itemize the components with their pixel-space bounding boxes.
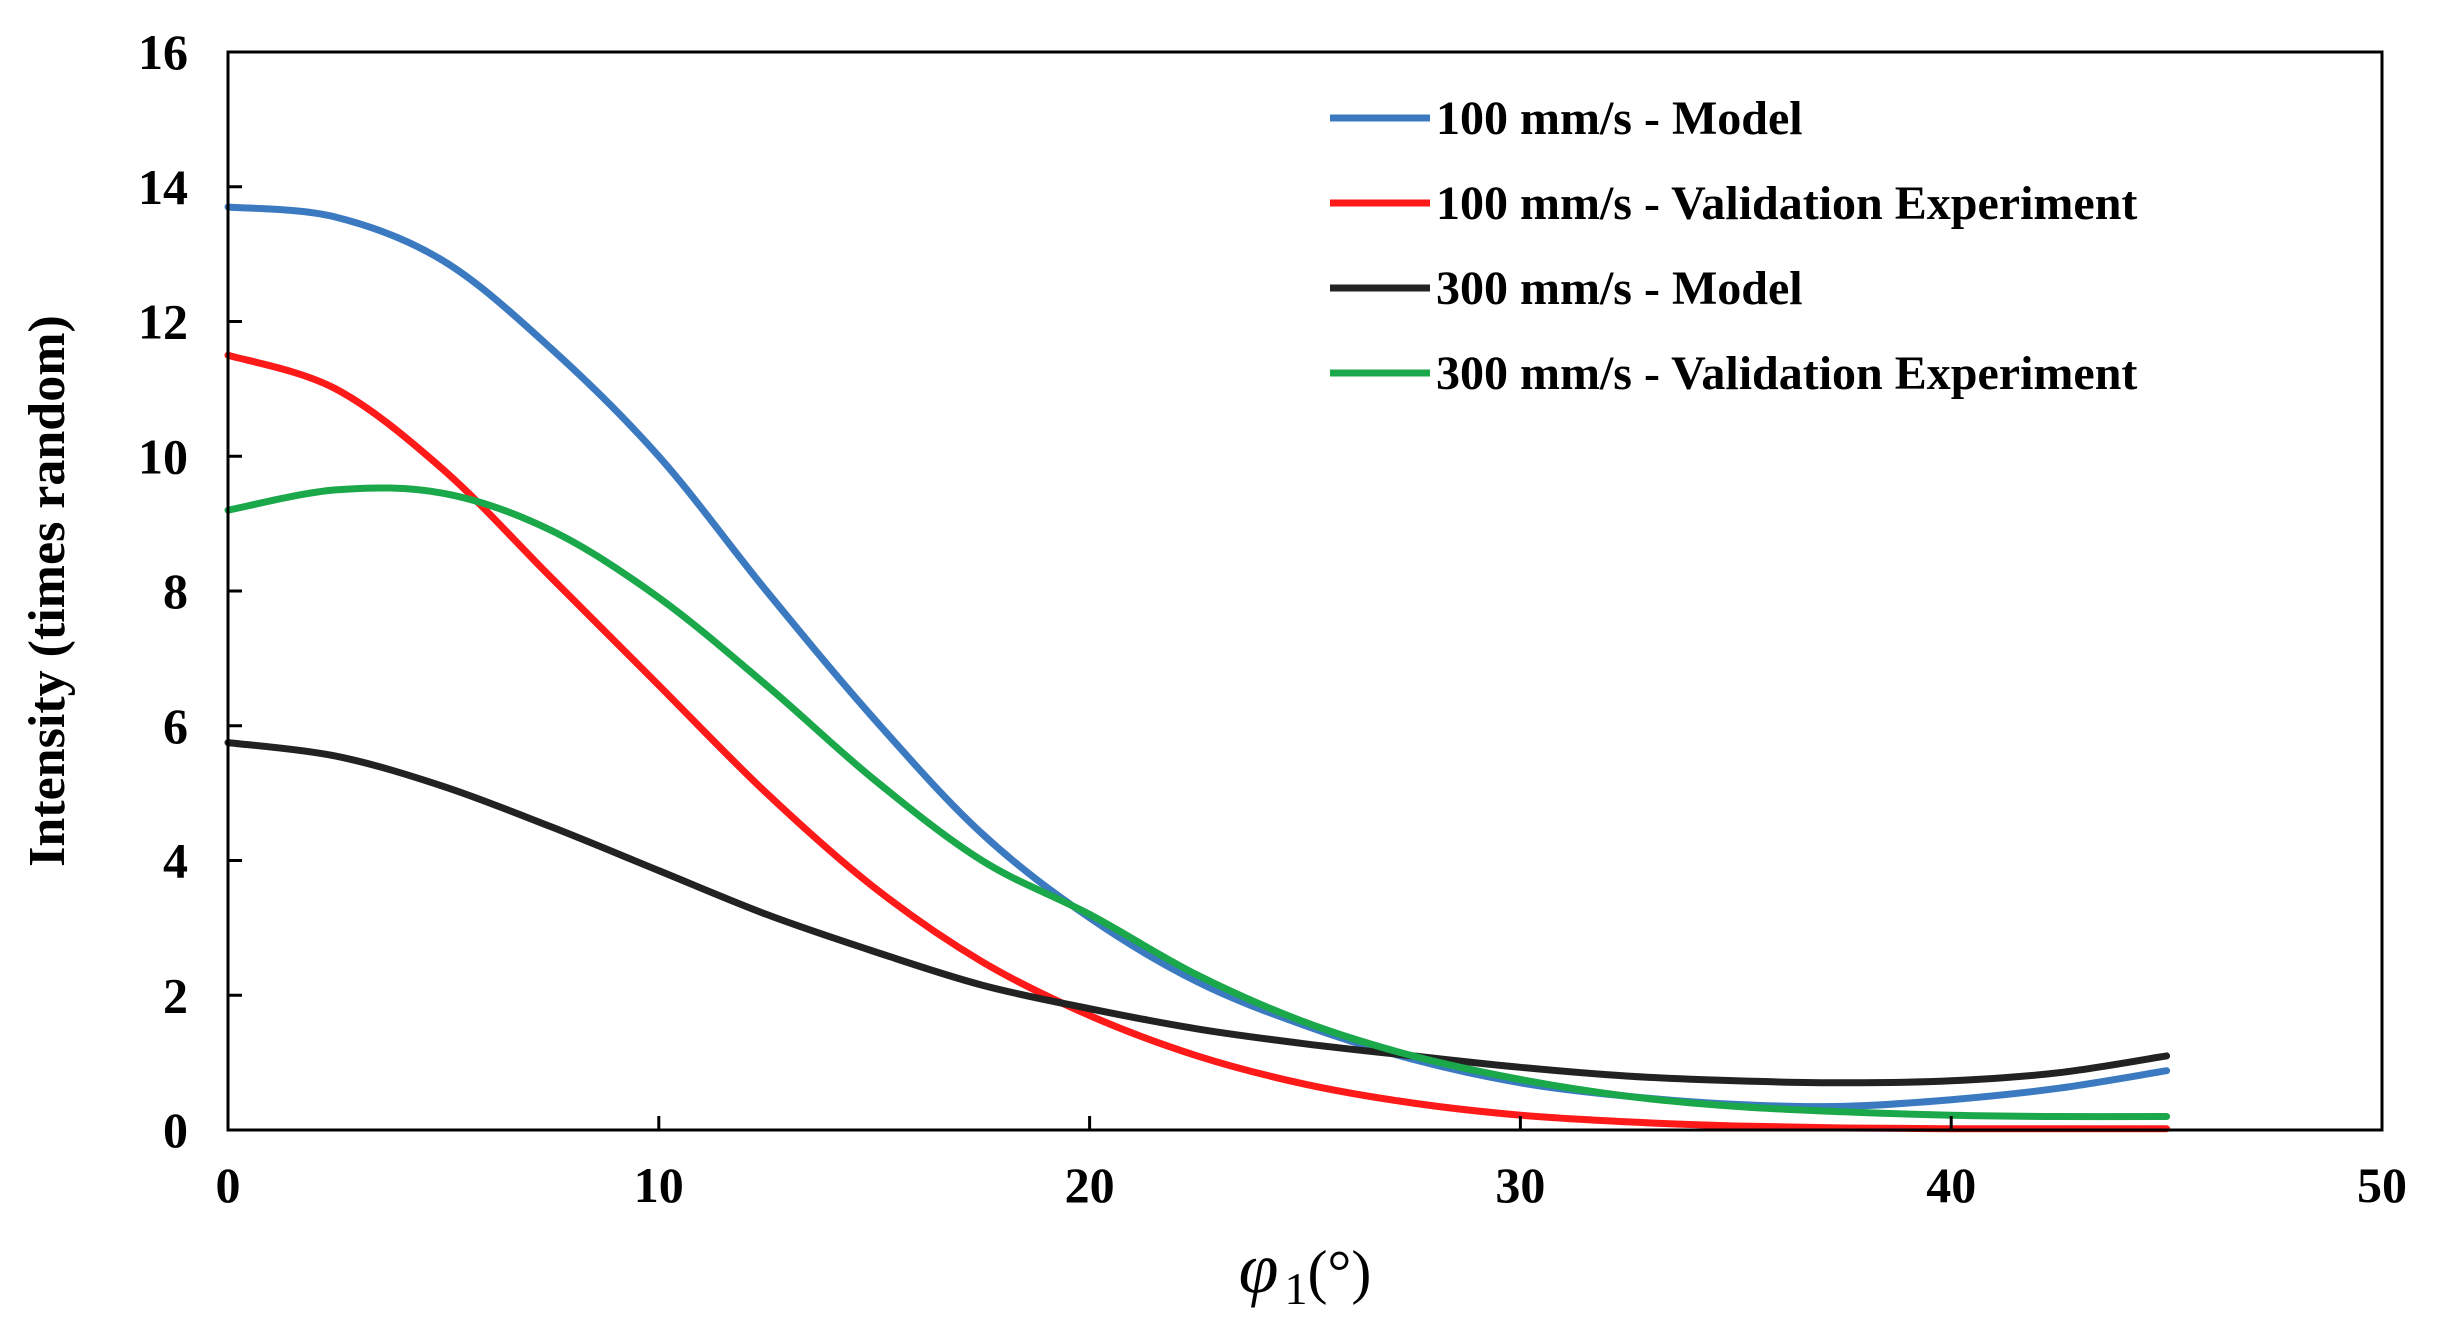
series-line-4 [224,484,2171,1121]
x-tick-label: 10 [634,1157,684,1213]
legend-label: 300 mm/s - Model [1436,262,1803,315]
y-axis-ticks: 0 2 4 6 8 10 12 14 16 [138,24,242,1158]
x-axis-unit: (°) [1307,1239,1371,1305]
series-group [224,203,2171,1133]
y-tick-label: 12 [138,294,188,350]
legend-label: 100 mm/s - Validation Experiment [1436,177,2137,230]
legend-label: 300 mm/s - Validation Experiment [1436,347,2137,400]
legend-label: 100 mm/s - Model [1436,92,1803,145]
x-axis-symbol: φ [1239,1228,1279,1308]
x-tick-label: 30 [1495,1157,1545,1213]
x-tick-label: 0 [216,1157,241,1213]
x-axis-subscript: 1 [1284,1263,1307,1314]
y-tick-label: 4 [163,833,188,889]
series-line-1 [224,203,2171,1111]
series-line-2 [224,351,2171,1133]
series-line-3 [224,739,2171,1087]
y-tick-label: 8 [163,563,188,619]
y-tick-label: 14 [138,159,188,215]
y-tick-label: 16 [138,24,188,80]
y-tick-label: 10 [138,428,188,484]
x-tick-label: 20 [1065,1157,1115,1213]
x-tick-label: 40 [1926,1157,1976,1213]
x-axis-title: φ 1(°) [1239,1228,1372,1314]
x-axis-ticks: 0 10 20 30 40 50 [216,1116,2407,1213]
y-tick-label: 2 [163,967,188,1023]
y-axis-title: Intensity (times random) [19,315,76,867]
legend: 100 mm/s - Model 100 mm/s - Validation Ex… [1330,92,2137,400]
x-tick-label: 50 [2357,1157,2407,1213]
y-tick-label: 0 [163,1102,188,1158]
y-tick-label: 6 [163,698,188,754]
